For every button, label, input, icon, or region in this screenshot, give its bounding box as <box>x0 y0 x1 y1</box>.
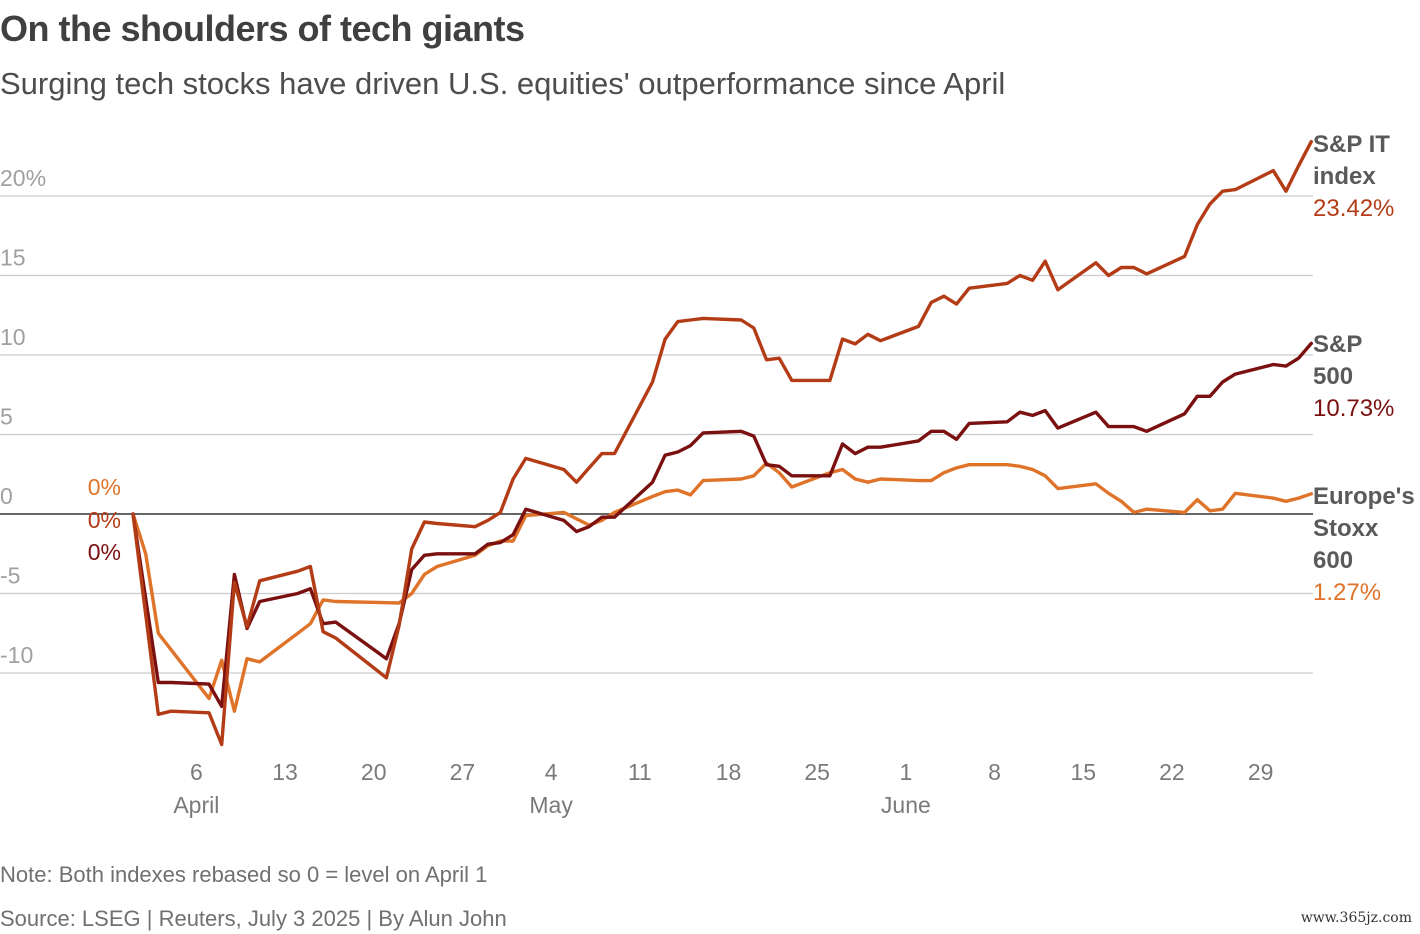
x-tick-label: 22 <box>1159 759 1185 785</box>
series-name-label: Europe's <box>1313 483 1415 510</box>
series-end-value: 23.42% <box>1313 195 1394 222</box>
chart-subtitle: Surging tech stocks have driven U.S. equ… <box>0 66 1006 101</box>
x-tick-label: 25 <box>804 759 830 785</box>
x-tick-label: 8 <box>988 759 1001 785</box>
y-tick-label: -10 <box>0 642 33 668</box>
series-name-label: S&P <box>1313 331 1362 358</box>
watermark: www.365jz.com <box>1300 910 1412 926</box>
x-tick-label: 18 <box>716 759 742 785</box>
y-tick-label: 0 <box>0 483 13 509</box>
series-end-value: 1.27% <box>1313 579 1381 606</box>
month-label: April <box>173 792 219 818</box>
start-value-label: 0% <box>88 539 121 565</box>
y-tick-label: 20% <box>0 165 46 191</box>
series-line <box>131 461 1313 713</box>
chart-title: On the shoulders of tech giants <box>0 8 525 49</box>
series-name-label: S&P IT <box>1313 131 1390 158</box>
x-tick-label: 11 <box>628 759 652 785</box>
series-line <box>131 139 1313 747</box>
x-tick-label: 27 <box>450 759 476 785</box>
x-tick-label: 15 <box>1070 759 1096 785</box>
x-tick-label: 6 <box>190 759 203 785</box>
series-name-label: 500 <box>1313 363 1353 390</box>
series-line <box>131 341 1313 709</box>
x-tick-label: 20 <box>361 759 387 785</box>
series-name-label: Stoxx <box>1313 515 1379 542</box>
y-tick-label: 10 <box>0 324 26 350</box>
y-tick-label: 15 <box>0 245 26 271</box>
month-label: June <box>881 792 931 818</box>
chart-note: Note: Both indexes rebased so 0 = level … <box>0 862 488 887</box>
chart-source: Source: LSEG | Reuters, July 3 2025 | By… <box>0 906 507 931</box>
x-tick-label: 29 <box>1248 759 1274 785</box>
x-tick-label: 4 <box>545 759 558 785</box>
series-end-value: 10.73% <box>1313 395 1394 422</box>
series-name-label: index <box>1313 163 1376 190</box>
start-value-label: 0% <box>88 507 121 533</box>
start-value-label: 0% <box>88 474 121 500</box>
y-tick-label: 5 <box>0 404 13 430</box>
x-tick-label: 1 <box>899 759 912 785</box>
y-tick-label: -5 <box>0 563 20 589</box>
month-label: May <box>529 792 573 818</box>
x-tick-label: 13 <box>272 759 298 785</box>
series-name-label: 600 <box>1313 547 1353 574</box>
